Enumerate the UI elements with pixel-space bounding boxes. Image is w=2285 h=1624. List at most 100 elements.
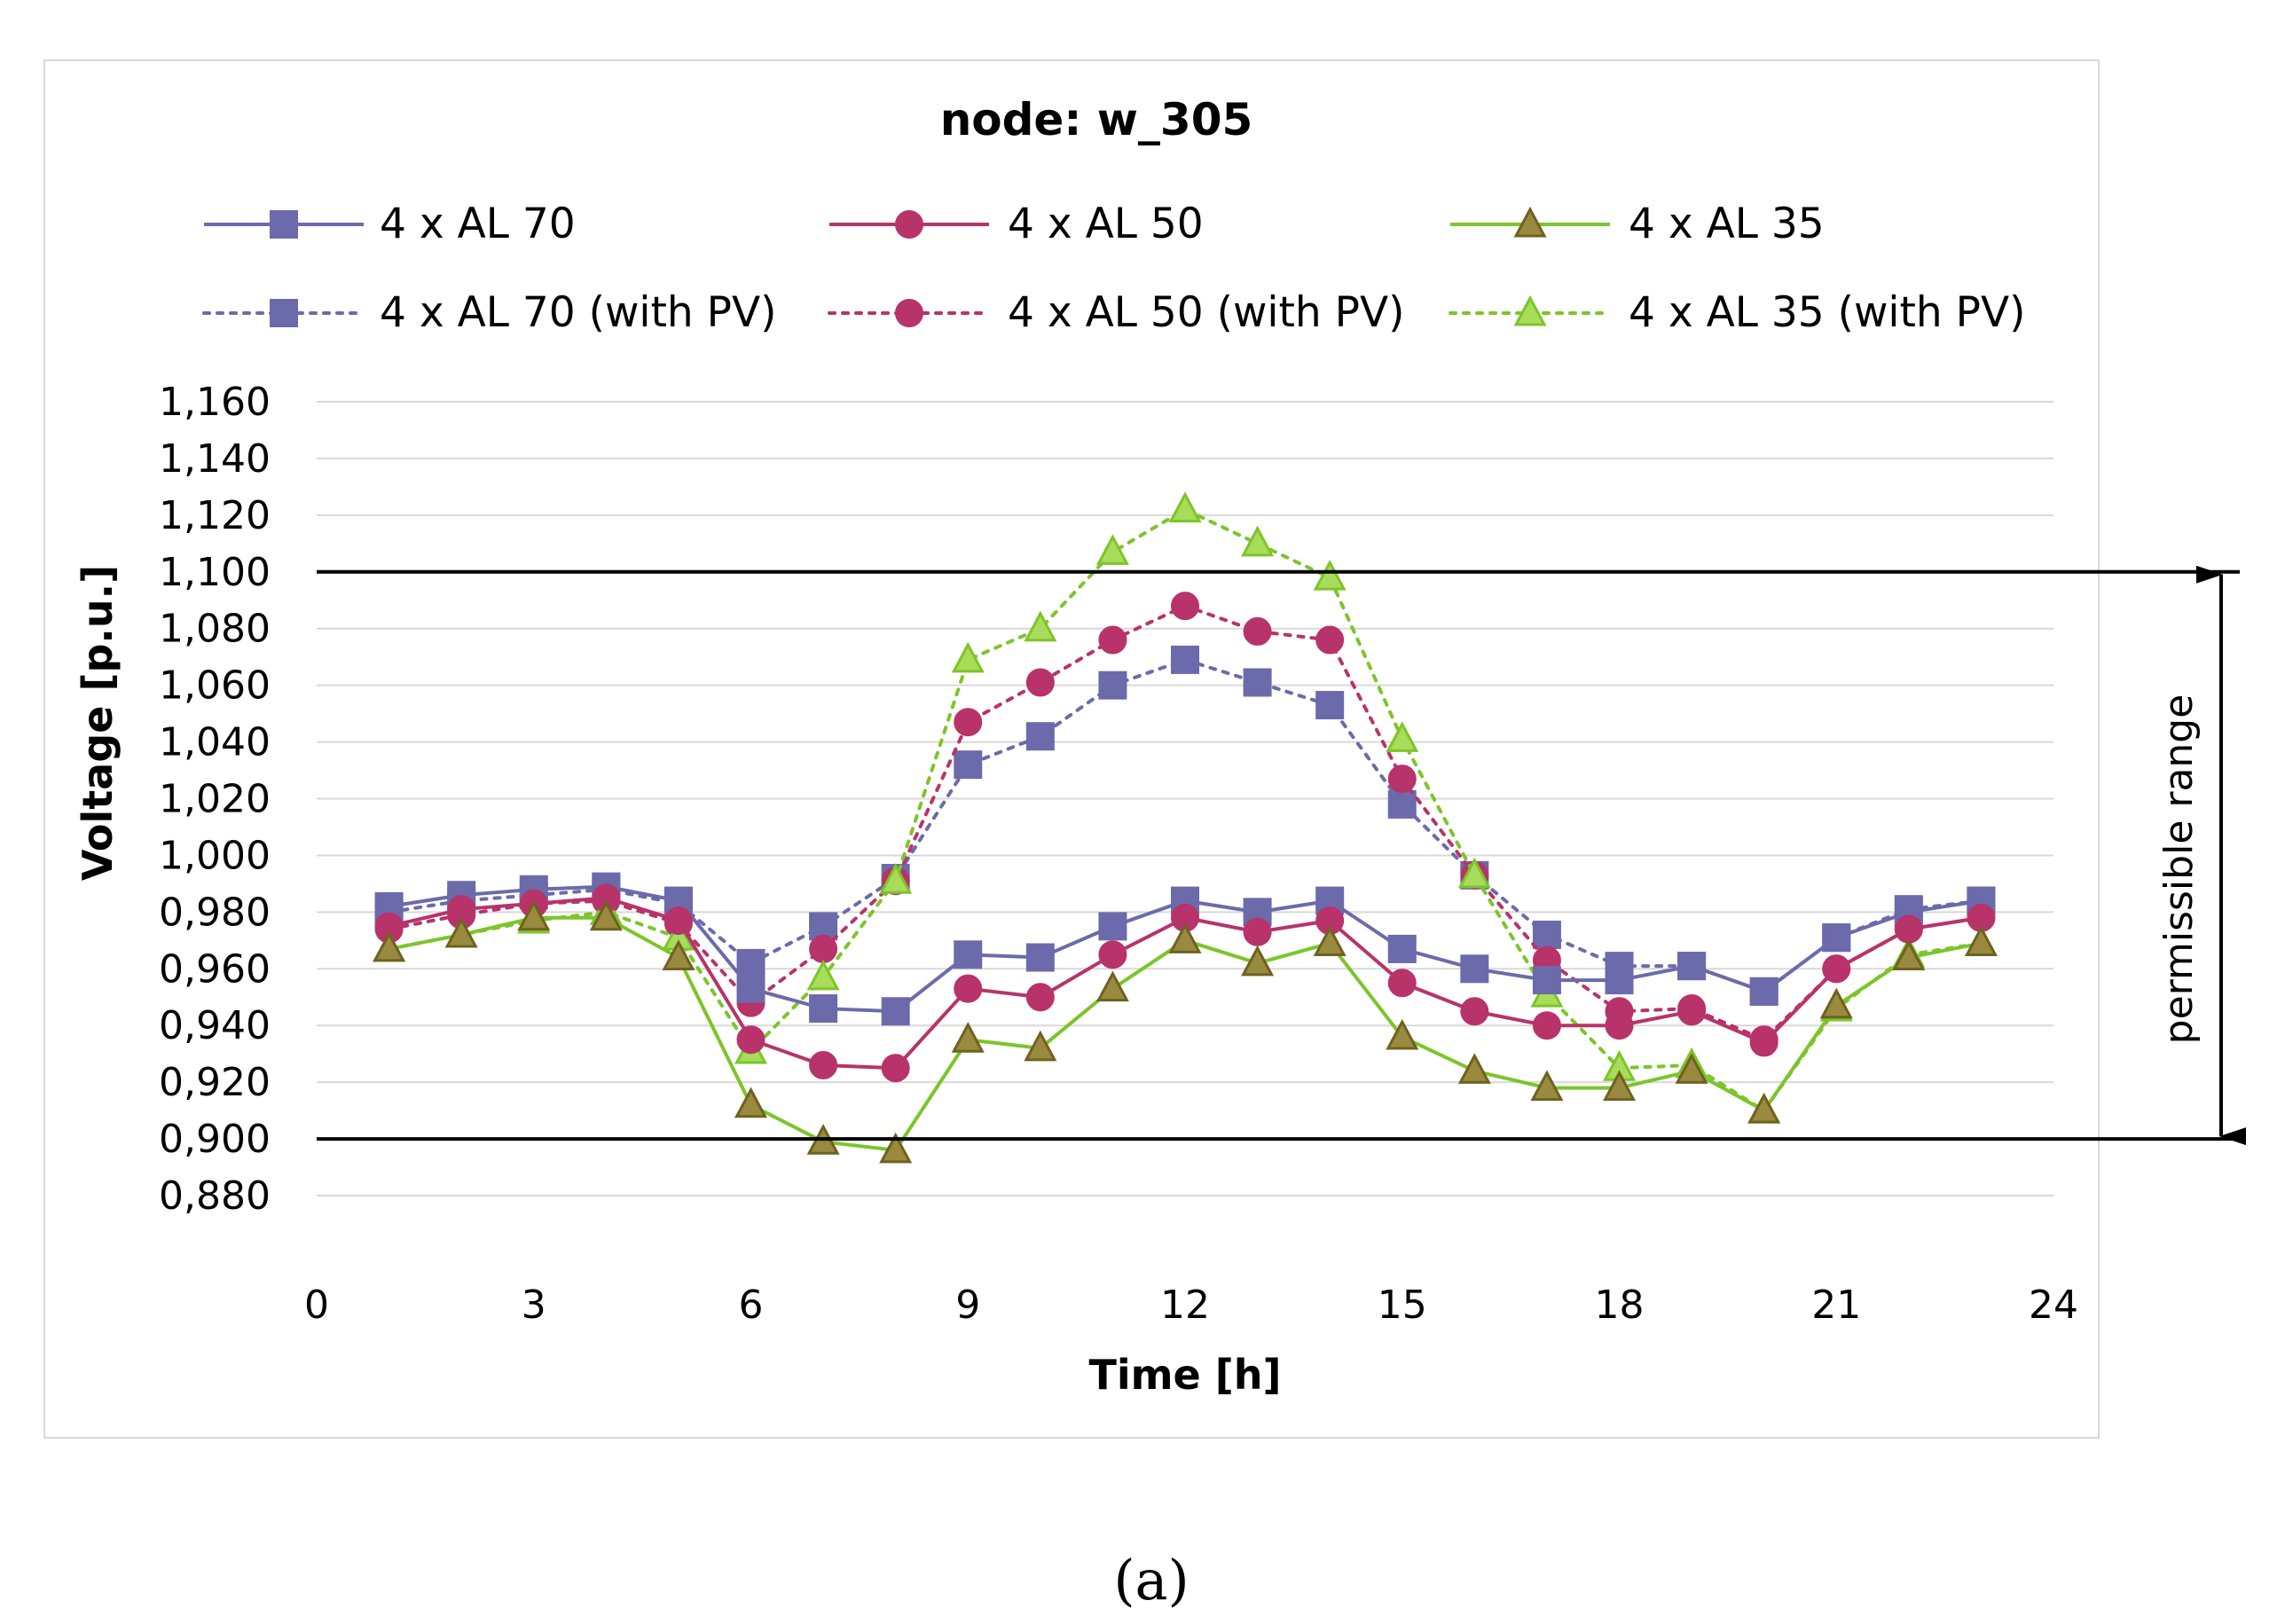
y-tick-label: 1,080	[159, 607, 271, 652]
series-1	[374, 883, 1996, 1083]
data-point	[881, 997, 910, 1026]
data-point	[1098, 912, 1127, 941]
x-tick-label: 0	[304, 1283, 329, 1328]
data-point	[951, 1022, 985, 1053]
legend-marker	[895, 299, 923, 327]
y-tick-label: 0,940	[159, 1003, 271, 1048]
legend-marker	[895, 210, 923, 239]
y-tick-label: 1,160	[159, 380, 271, 425]
figure-label: (a)	[1113, 1548, 1189, 1612]
y-tick-label: 1,020	[159, 777, 271, 822]
x-tick-label: 24	[2029, 1283, 2078, 1328]
data-point	[1677, 952, 1707, 981]
data-point	[734, 1087, 767, 1118]
series-lines	[373, 491, 1998, 1164]
y-tick-label: 1,100	[159, 550, 271, 595]
data-point	[373, 930, 406, 962]
data-point	[954, 750, 983, 780]
legend: 4 x AL 70 4 x AL 50 4 x AL 35 4 x AL 70 …	[202, 200, 2025, 337]
gridlines	[317, 401, 2053, 1197]
x-axis-label: Time [h]	[1088, 1351, 1281, 1399]
data-point	[1387, 789, 1417, 819]
data-point	[589, 899, 623, 931]
legend-label-al35-pv: 4 x AL 35 (with PV)	[1629, 288, 2025, 337]
data-point	[1603, 1070, 1636, 1102]
data-point	[1822, 923, 1851, 953]
x-tick-label: 21	[1811, 1283, 1861, 1328]
x-tick-label: 18	[1595, 1283, 1645, 1328]
data-point	[1822, 954, 1851, 984]
data-point	[1098, 671, 1127, 700]
y-tick-label: 0,880	[159, 1173, 271, 1219]
data-point	[1675, 1053, 1708, 1084]
data-point	[1024, 610, 1057, 642]
data-point	[1241, 525, 1275, 557]
data-point	[1532, 966, 1561, 995]
data-point	[1387, 969, 1417, 998]
data-point	[1457, 857, 1491, 889]
x-tick-label: 12	[1160, 1283, 1210, 1328]
x-tick-label: 15	[1378, 1283, 1427, 1328]
data-point	[444, 916, 478, 948]
data-point	[736, 974, 766, 1003]
data-point	[806, 959, 840, 991]
data-point	[1025, 943, 1055, 972]
data-point	[1964, 925, 1998, 957]
data-point	[809, 1050, 838, 1079]
data-point	[1894, 914, 1923, 944]
y-tick-label: 0,900	[159, 1117, 271, 1162]
data-point	[1457, 1053, 1491, 1084]
y-tick-label: 1,000	[159, 833, 271, 878]
data-point	[954, 974, 983, 1003]
data-point	[1025, 983, 1055, 1012]
data-point	[736, 1025, 766, 1055]
y-axis-label: Voltage [p.u.]	[74, 565, 122, 881]
legend-label-al50: 4 x AL 50	[1008, 200, 1204, 248]
data-point	[1532, 1011, 1561, 1040]
legend-label-al70-pv: 4 x AL 70 (with PV)	[380, 288, 776, 337]
data-point	[1171, 592, 1199, 621]
y-tick-labels: 0,880 0,900 0,920 0,940 0,960 0,980 1,000 1,020…	[159, 380, 271, 1219]
data-point	[809, 934, 838, 963]
data-point	[517, 899, 551, 931]
y-tick-label: 0,920	[159, 1060, 271, 1105]
y-tick-label: 1,140	[159, 436, 271, 482]
data-point	[1171, 645, 1199, 674]
data-point	[1387, 934, 1417, 963]
data-point	[1387, 765, 1417, 794]
legend-marker	[270, 299, 298, 327]
data-point	[1386, 1018, 1419, 1050]
y-tick-label: 1,120	[159, 493, 271, 538]
data-point	[1098, 940, 1127, 969]
data-point	[1095, 534, 1129, 565]
data-point	[1025, 722, 1055, 751]
data-point	[664, 906, 693, 935]
data-point	[1460, 997, 1489, 1026]
x-tick-label: 6	[739, 1283, 764, 1328]
data-point	[954, 708, 983, 737]
y-tick-label: 1,060	[159, 663, 271, 709]
data-point	[879, 863, 913, 894]
data-point	[662, 939, 695, 971]
legend-label-al70: 4 x AL 70	[380, 200, 576, 248]
data-point	[951, 641, 985, 673]
data-point	[1241, 945, 1275, 977]
data-point	[1892, 939, 1926, 971]
chart-title: node: w_305	[940, 94, 1253, 145]
data-point	[1313, 925, 1347, 957]
data-point	[1530, 1070, 1564, 1102]
permissible-range-label: permissible range	[2156, 694, 2202, 1045]
data-point	[1677, 997, 1707, 1026]
legend-marker	[270, 210, 298, 239]
y-tick-label: 0,960	[159, 946, 271, 992]
x-tick-label: 3	[522, 1283, 546, 1328]
data-point	[1095, 970, 1129, 1002]
legend-marker	[1513, 294, 1547, 326]
series-2	[373, 899, 1998, 1164]
data-point	[1532, 920, 1561, 949]
data-point	[1168, 491, 1202, 522]
x-tick-label: 9	[955, 1283, 980, 1328]
data-point	[1460, 954, 1489, 984]
data-point	[1315, 625, 1345, 655]
